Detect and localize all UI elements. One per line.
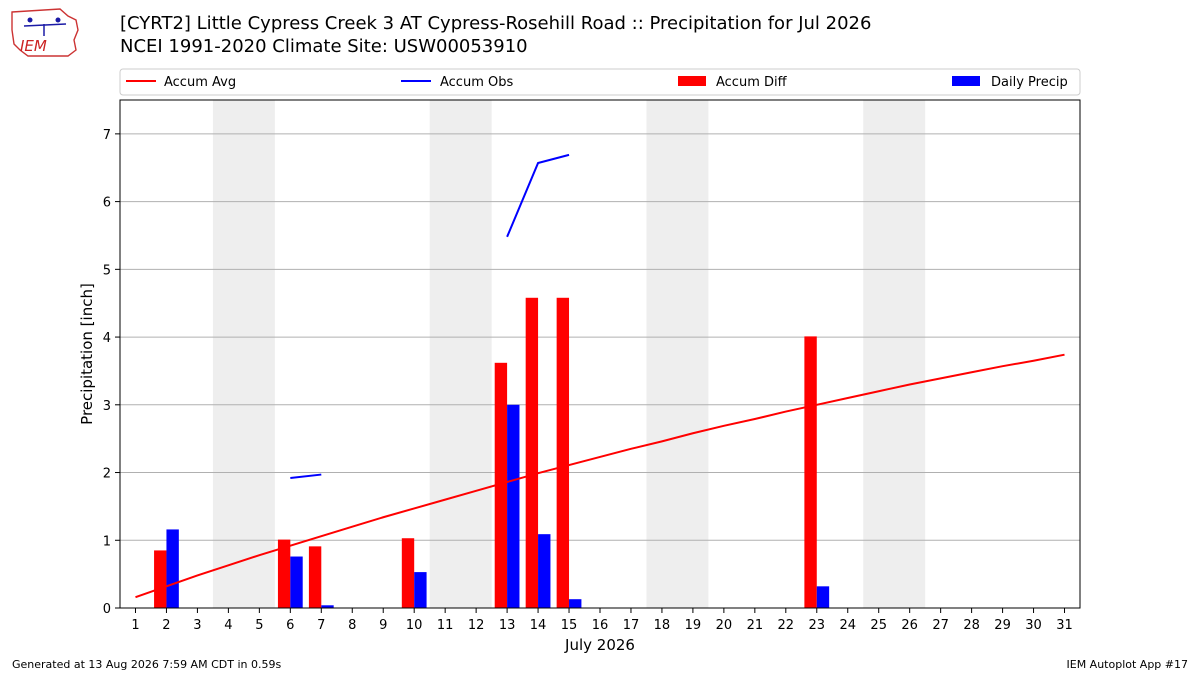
- iem-logo: IEM: [8, 6, 82, 60]
- x-tick-label: 4: [224, 618, 232, 633]
- weekend-band: [212, 100, 275, 608]
- x-tick-label: 7: [317, 618, 325, 633]
- logo-text: IEM: [20, 37, 47, 55]
- chart-title: [CYRT2] Little Cypress Creek 3 AT Cypres…: [120, 12, 871, 58]
- x-axis-ticks: 1 2 3 4 5 6 7 8 9 10 11 12 13 14 15 16 17 18 19 20 21 22 23 24 2…: [131, 608, 1073, 633]
- x-tick-label: 2: [162, 618, 170, 633]
- x-tick-label: 3: [193, 618, 201, 633]
- accum-diff-bar: [804, 336, 817, 608]
- x-tick-label: 14: [530, 618, 547, 633]
- daily-precip-bar: [538, 534, 551, 608]
- y-axis-ticks: 0 1 2 3 4 5 6 7: [103, 128, 120, 617]
- x-tick-label: 12: [468, 618, 485, 633]
- title-line-2: NCEI 1991-2020 Climate Site: USW00053910: [120, 36, 528, 57]
- x-tick-label: 16: [592, 618, 609, 633]
- x-tick-label: 13: [499, 618, 516, 633]
- x-tick-label: 18: [654, 618, 671, 633]
- y-tick-label: 1: [103, 534, 111, 549]
- daily-precip-bar: [507, 404, 520, 608]
- x-tick-label: 23: [809, 618, 826, 633]
- line-series: [135, 153, 1065, 599]
- x-tick-label: 27: [932, 618, 949, 633]
- accum-obs-line: [506, 153, 570, 238]
- y-tick-label: 5: [103, 263, 111, 278]
- legend-swatch-daily-precip: [952, 76, 980, 86]
- bar-series: [154, 297, 830, 608]
- x-tick-label: 5: [255, 618, 263, 633]
- legend-label-accum-obs: Accum Obs: [440, 75, 513, 90]
- vane-cup-icon: [55, 17, 61, 23]
- x-tick-label: 29: [994, 618, 1011, 633]
- x-axis-label: July 2026: [564, 636, 635, 654]
- legend-label-daily-precip: Daily Precip: [991, 75, 1068, 90]
- x-tick-label: 19: [685, 618, 702, 633]
- y-tick-label: 7: [103, 128, 111, 143]
- x-tick-label: 20: [716, 618, 733, 633]
- footer-app-id: IEM Autoplot App #17: [1066, 658, 1189, 671]
- weather-vane-icon: [23, 23, 67, 27]
- accum-obs-line: [290, 473, 322, 479]
- daily-precip-bar: [290, 556, 303, 608]
- accum-diff-bar: [277, 539, 291, 608]
- daily-precip-bar: [414, 572, 427, 608]
- y-axis-label: Precipitation [inch]: [78, 283, 96, 425]
- legend-box: [119, 68, 1081, 96]
- accum-diff-bar: [525, 297, 539, 608]
- x-tick-label: 31: [1056, 618, 1073, 633]
- legend: Accum Avg Accum Obs Accum Diff Daily Pre…: [119, 68, 1081, 96]
- accum-avg-line: [135, 353, 1065, 599]
- grid-lines: [120, 133, 1080, 541]
- x-tick-label: 26: [901, 618, 918, 633]
- legend-label-accum-avg: Accum Avg: [164, 75, 236, 90]
- iem-logo-graphic: IEM: [11, 8, 79, 57]
- weekend-band: [863, 100, 926, 608]
- daily-precip-bar: [321, 605, 334, 608]
- x-tick-label: 28: [963, 618, 980, 633]
- x-tick-label: 17: [623, 618, 640, 633]
- accum-diff-bar: [556, 297, 570, 608]
- accum-diff-bar: [494, 362, 508, 608]
- legend-label-accum-diff: Accum Diff: [716, 75, 788, 90]
- x-tick-label: 11: [437, 618, 454, 633]
- x-tick-label: 24: [839, 618, 856, 633]
- x-tick-label: 15: [561, 618, 578, 633]
- x-tick-label: 25: [870, 618, 887, 633]
- accum-diff-bar: [401, 538, 415, 608]
- accum-diff-bar: [308, 546, 322, 608]
- daily-precip-bar: [816, 586, 830, 608]
- iowa-outline-shape: [11, 8, 79, 57]
- x-tick-label: 8: [348, 618, 356, 633]
- y-tick-label: 2: [103, 467, 111, 482]
- vane-cup-icon: [27, 17, 33, 23]
- legend-swatch-accum-diff: [678, 76, 706, 86]
- x-tick-label: 9: [379, 618, 387, 633]
- weekend-band: [646, 100, 709, 608]
- x-tick-label: 1: [131, 618, 139, 633]
- daily-precip-bar: [166, 529, 179, 608]
- daily-precip-bar: [569, 599, 582, 608]
- y-tick-label: 3: [103, 399, 111, 414]
- x-tick-label: 22: [778, 618, 795, 633]
- x-tick-label: 6: [286, 618, 294, 633]
- x-tick-label: 30: [1025, 618, 1042, 633]
- weekend-bands: [212, 100, 926, 608]
- y-tick-label: 0: [103, 602, 111, 617]
- weekend-band: [429, 100, 492, 608]
- y-tick-label: 4: [103, 331, 111, 346]
- x-tick-label: 21: [747, 618, 764, 633]
- footer-generated: Generated at 13 Aug 2026 7:59 AM CDT in …: [12, 658, 282, 671]
- y-tick-label: 6: [103, 196, 111, 211]
- accum-diff-bar: [154, 550, 167, 608]
- title-line-1: [CYRT2] Little Cypress Creek 3 AT Cypres…: [120, 13, 872, 34]
- x-tick-label: 10: [406, 618, 423, 633]
